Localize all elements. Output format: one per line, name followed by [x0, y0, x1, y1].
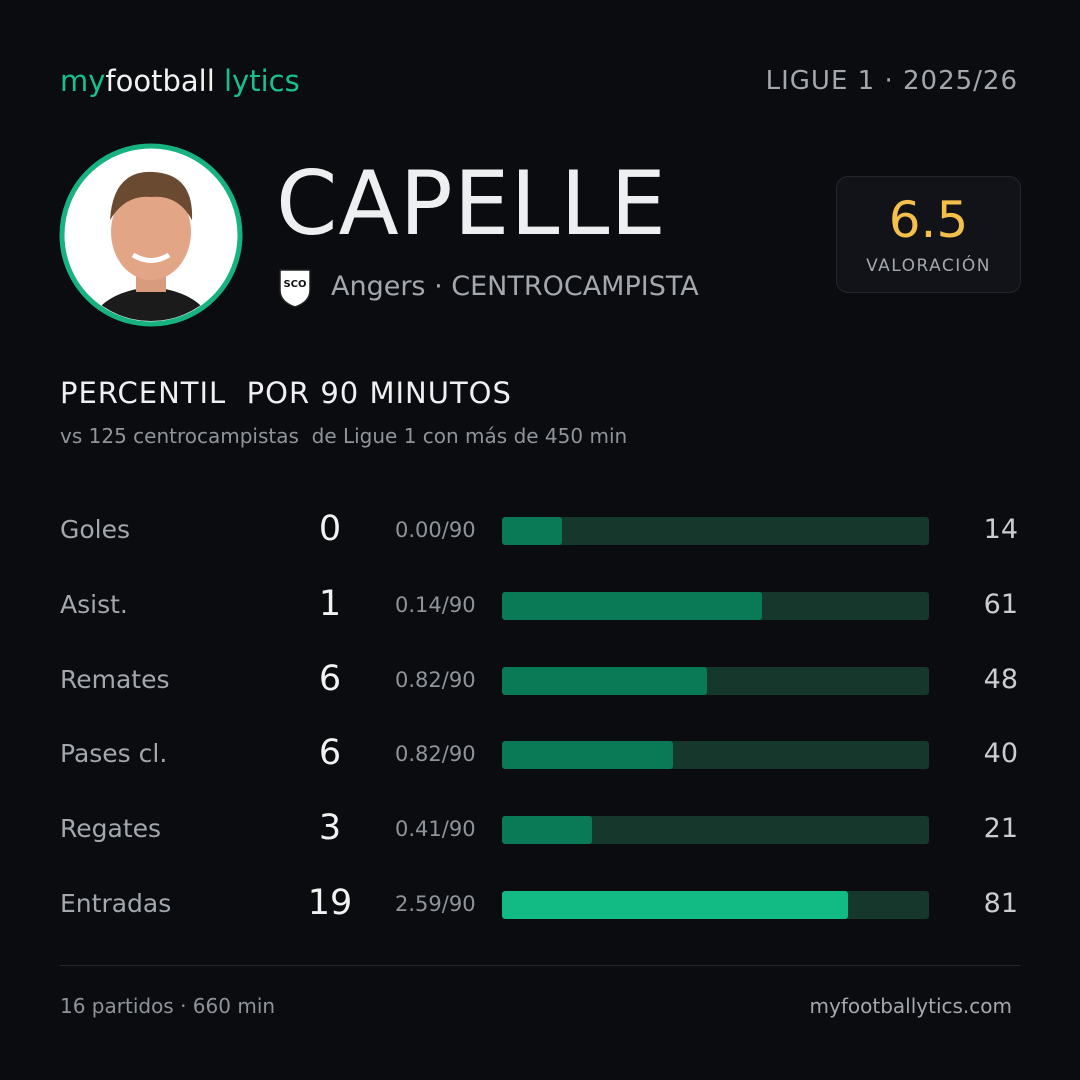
bar-track: [502, 666, 929, 695]
bar-track: [502, 741, 929, 770]
stat-percentile: 14: [983, 514, 1018, 545]
stat-per90: 0.00/90: [395, 518, 476, 542]
stat-total: 6: [318, 658, 342, 699]
stat-total: 0: [318, 509, 342, 549]
league: LIGUE 1 · 2025/26: [765, 66, 1018, 96]
stat-total: 19: [307, 883, 353, 923]
percentile-bar: [502, 591, 763, 620]
stat-label: Regates: [60, 814, 162, 844]
stat-total: 6: [318, 733, 342, 774]
section-subtitle: vs 125 centrocampistas de Ligue 1 con má…: [60, 424, 628, 448]
stat-total: 1: [318, 583, 342, 624]
rating-label: VALORACIÓN: [866, 256, 991, 276]
rating-box: 6.5 VALORACIÓN: [836, 176, 1021, 293]
bar-track: [502, 816, 929, 845]
stat-per90: 0.82/90: [395, 742, 476, 767]
bar-track: [502, 517, 929, 545]
stat-percentile: 81: [983, 888, 1018, 919]
percentile-bar: [502, 517, 562, 545]
bar-track: [502, 891, 929, 919]
brand: myfootball lytics: [60, 64, 300, 98]
percentile-bar: [502, 666, 707, 695]
rating: 6.5: [888, 191, 969, 249]
stat-per90: 0.14/90: [395, 592, 476, 617]
footer-right: myfootballytics.com: [809, 994, 1012, 1018]
percentile-bar: [502, 816, 592, 845]
team-line: Angers · CENTROCAMPISTA: [331, 271, 699, 302]
brand-part: my: [60, 64, 106, 98]
stat-percentile: 40: [983, 738, 1018, 770]
stat-per90: 0.82/90: [395, 667, 476, 692]
stat-label: Pases cl.: [60, 739, 168, 769]
team-crest: SCO: [279, 269, 311, 308]
player-name: CAPELLE: [276, 152, 667, 255]
percentile-bar: [502, 891, 848, 919]
stat-per90: 0.41/90: [395, 817, 476, 842]
stat-total: 3: [318, 808, 342, 849]
stat-percentile: 21: [983, 813, 1018, 845]
bar-track: [502, 591, 929, 620]
divider: [60, 965, 1020, 966]
section-title: PERCENTIL POR 90 MINUTOS: [60, 376, 512, 410]
stat-per90: 2.59/90: [395, 892, 476, 916]
crest-text: SCO: [283, 279, 306, 290]
stat-label: Goles: [60, 515, 131, 544]
brand-part: lytics: [224, 64, 300, 98]
stat-percentile: 61: [983, 588, 1018, 620]
stat-label: Asist.: [60, 589, 128, 619]
stat-label: Entradas: [60, 889, 172, 918]
percentile-bar: [502, 741, 673, 770]
brand-part: football: [105, 64, 215, 98]
footer-left: 16 partidos · 660 min: [60, 994, 276, 1018]
stat-label: Remates: [60, 664, 170, 694]
player-photo: [59, 143, 243, 327]
stat-percentile: 48: [983, 663, 1018, 695]
